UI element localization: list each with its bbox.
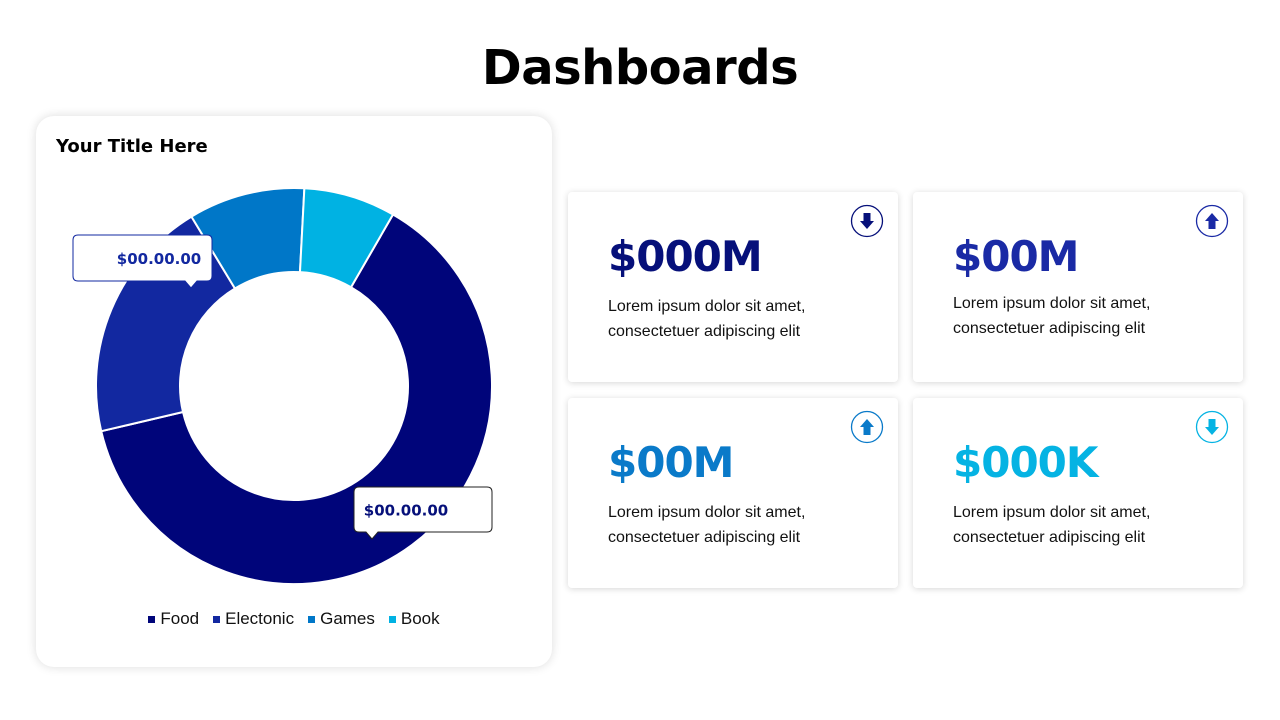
callout-box <box>353 486 493 540</box>
stat-desc-line: consectetuer adipiscing elit <box>608 529 801 546</box>
donut-chart: $00.00.00 $00.00.00 <box>72 187 493 585</box>
stat-desc-line: consectetuer adipiscing elit <box>608 323 801 340</box>
legend-swatch <box>308 615 316 623</box>
stat-value: $00M <box>608 438 734 487</box>
stat-value: $00M <box>953 232 1079 281</box>
legend-swatch <box>148 615 156 623</box>
stat-card-4: $000K Lorem ipsum dolor sit amet, consec… <box>913 398 1243 588</box>
chart-card: Your Title Here $00.00.00 $00.00.00 Food E… <box>36 116 552 667</box>
legend-label: Games <box>320 609 375 628</box>
stat-desc-line: Lorem ipsum dolor sit amet, <box>608 504 806 521</box>
legend-item: Games <box>308 609 375 629</box>
legend-item: Electonic <box>213 609 294 629</box>
arrow-down-icon <box>1195 410 1229 444</box>
chart-title: Your Title Here <box>56 136 208 157</box>
callout-value: $00.00.00 <box>117 250 201 268</box>
stat-desc-line: consectetuer adipiscing elit <box>953 529 1146 546</box>
donut-slice-book <box>298 187 395 289</box>
page-title: Dashboards <box>481 40 799 96</box>
legend-swatch <box>213 615 221 623</box>
chart-legend: Food Electonic Games Book <box>36 609 552 629</box>
value-callout: $00.00.00 <box>353 486 493 540</box>
value-callout: $00.00.00 <box>72 234 213 289</box>
callout-box <box>72 234 213 289</box>
legend-label: Electonic <box>225 609 295 628</box>
legend-swatch <box>388 615 396 623</box>
stat-card-2: $00M Lorem ipsum dolor sit amet, consect… <box>913 192 1243 382</box>
arrow-up-glyph <box>860 419 874 435</box>
arrow-down-icon <box>850 204 884 238</box>
legend-label: Book <box>400 609 440 628</box>
legend-label: Food <box>160 609 200 628</box>
stat-description: Lorem ipsum dolor sit amet, consectetuer… <box>953 291 1213 341</box>
legend-item: Food <box>148 609 199 629</box>
arrow-down-glyph <box>1205 419 1219 435</box>
stat-desc-line: Lorem ipsum dolor sit amet, <box>953 504 1151 521</box>
arrow-up-icon <box>1195 204 1229 238</box>
arrow-down-glyph <box>860 213 874 229</box>
stat-card-3: $00M Lorem ipsum dolor sit amet, consect… <box>568 398 898 588</box>
stat-description: Lorem ipsum dolor sit amet, consectetuer… <box>953 500 1213 550</box>
stat-desc-line: Lorem ipsum dolor sit amet, <box>608 298 806 315</box>
stat-card-1: $000M Lorem ipsum dolor sit amet, consec… <box>568 192 898 382</box>
arrow-up-glyph <box>1205 213 1219 229</box>
stat-description: Lorem ipsum dolor sit amet, consectetuer… <box>608 294 868 344</box>
stat-description: Lorem ipsum dolor sit amet, consectetuer… <box>608 500 868 550</box>
callout-value: $00.00.00 <box>364 502 448 520</box>
stat-value: $000M <box>608 232 763 281</box>
arrow-up-icon <box>850 410 884 444</box>
legend-item: Book <box>388 609 440 629</box>
stat-desc-line: Lorem ipsum dolor sit amet, <box>953 295 1151 312</box>
stat-value: $000K <box>953 438 1098 487</box>
stat-desc-line: consectetuer adipiscing elit <box>953 320 1146 337</box>
